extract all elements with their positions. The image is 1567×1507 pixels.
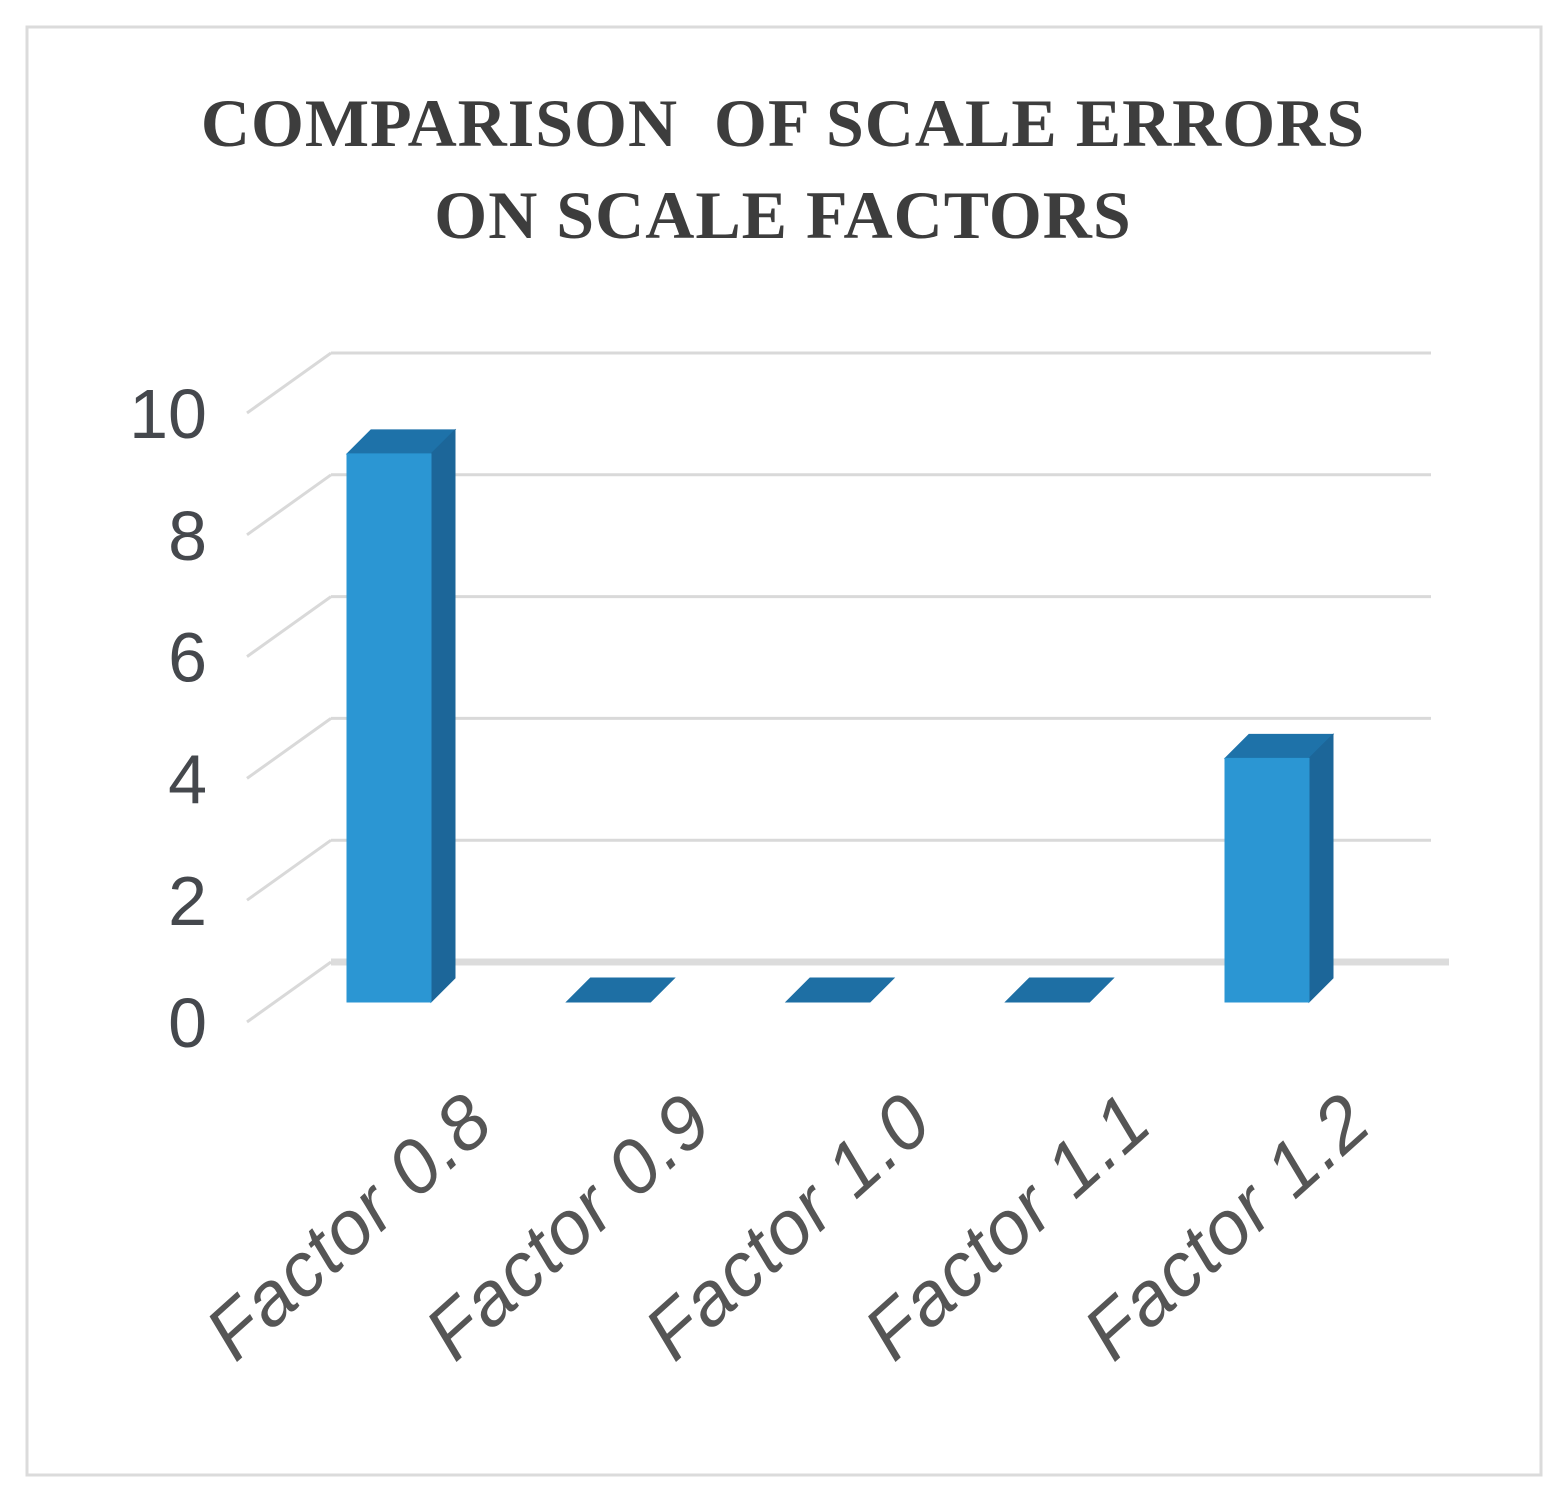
y-axis-tick <box>246 838 332 902</box>
bar-factor-1-2-front-face <box>1224 757 1310 1003</box>
y-axis-tick-label: 8 <box>168 497 207 575</box>
bar-factor-1-1-zero-slab <box>1004 977 1115 1003</box>
y-axis-tick <box>246 473 332 537</box>
y-axis-tick-label: 2 <box>168 862 207 940</box>
bar-factor-0-8-side-face <box>430 428 456 1004</box>
y-axis-tick <box>246 351 332 415</box>
y-axis-tick <box>246 595 332 658</box>
bar-factor-0-9-zero-slab <box>565 977 676 1003</box>
bar-factor-1-0-zero-slab <box>784 977 896 1003</box>
y-axis-tick-label: 0 <box>168 984 207 1062</box>
y-axis-tick-label: 10 <box>129 375 207 453</box>
chart-title-line-1: COMPARISON OF SCALE ERRORS <box>201 85 1365 161</box>
chart-title-line-2: ON SCALE FACTORS <box>434 177 1131 253</box>
y-axis-tick-label: 6 <box>168 619 207 697</box>
bar-factor-0-8-front-face <box>346 453 432 1003</box>
y-axis-tick <box>246 960 332 1024</box>
y-axis-tick-label: 4 <box>168 740 207 818</box>
y-axis-tick <box>246 717 332 780</box>
bar-factor-1-2-side-face <box>1308 733 1334 1004</box>
